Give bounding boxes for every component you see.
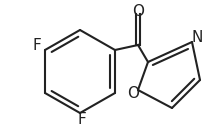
Text: O: O	[132, 3, 144, 18]
Text: O: O	[127, 87, 139, 102]
Text: F: F	[33, 39, 41, 54]
Text: N: N	[191, 30, 203, 44]
Text: F: F	[78, 112, 86, 128]
